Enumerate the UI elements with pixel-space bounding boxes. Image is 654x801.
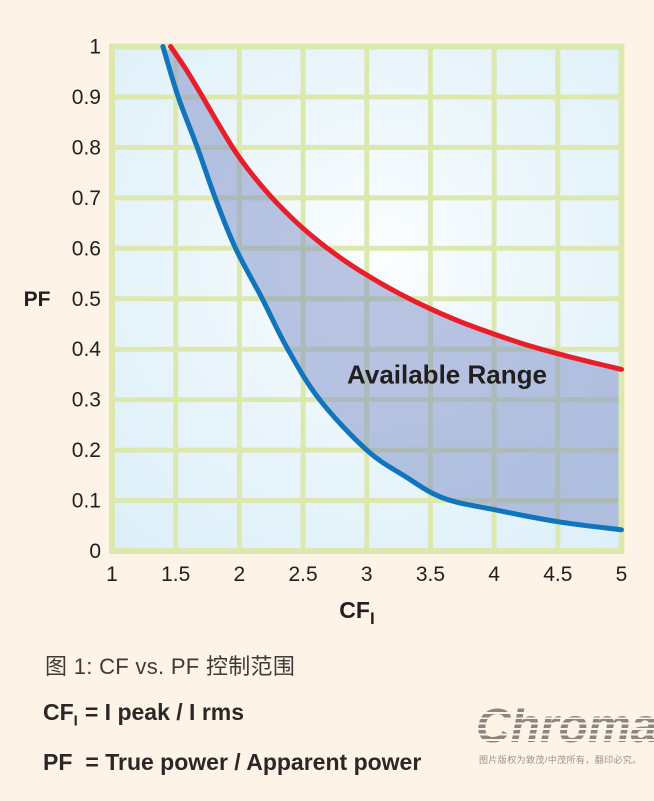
x-axis-label-base: CF: [339, 597, 370, 623]
chroma-logo: Chroma: [476, 703, 654, 751]
available-range-fill: [162, 46, 622, 530]
x-axis-label-subscript: I: [370, 609, 375, 628]
pf-formula: PF = True power / Apparent power: [43, 749, 421, 776]
y-tick-label: 0: [89, 540, 101, 563]
chart-plot-area: 0 0.1 0.2 0.3 0.4 0.5 0.6 0.7 0.8 0.9 1 1 1.5 2 2.5 3 3.…: [72, 36, 628, 587]
y-tick-label: 0.5: [72, 288, 101, 311]
x-tick-label: 5: [616, 563, 628, 586]
x-tick-label: 2.5: [288, 563, 317, 586]
x-axis-label: CFI: [339, 597, 374, 628]
x-tick-label: 2: [234, 563, 246, 586]
plot-border: [109, 43, 625, 554]
x-tick-label: 3: [361, 563, 373, 586]
cf-formula-definition: = I peak / I rms: [84, 699, 245, 725]
x-tick-label: 1: [106, 563, 118, 586]
cf-formula-base: CF: [43, 699, 74, 725]
x-tick-label: 4.5: [543, 563, 572, 586]
y-tick-label: 1: [89, 36, 101, 59]
y-tick-label: 0.8: [72, 136, 101, 159]
x-tick-label: 1.5: [161, 563, 190, 586]
pf-formula-base: PF: [43, 749, 73, 775]
y-tick-label: 0.1: [72, 490, 101, 513]
x-tick-label: 4: [488, 563, 500, 586]
cf-pf-chart: 0 0.1 0.2 0.3 0.4 0.5 0.6 0.7 0.8 0.9 1 1 1.5 2 2.5 3 3.…: [24, 36, 628, 629]
pf-formula-definition: = True power / Apparent power: [85, 749, 422, 775]
chroma-logo-copyright: 图片版权为致茂/中茂所有，翻印必究。: [479, 755, 642, 765]
x-tick-label: 3.5: [416, 563, 445, 586]
y-tick-label: 0.2: [72, 439, 101, 462]
y-tick-label: 0.6: [72, 237, 101, 260]
y-tick-label: 0.3: [72, 389, 101, 412]
figure-caption: 图 1: CF vs. PF 控制范围: [45, 654, 296, 679]
y-tick-label: 0.4: [72, 338, 102, 361]
cf-formula: CFI = I peak / I rms: [43, 699, 244, 730]
cf-formula-subscript: I: [73, 712, 78, 730]
y-tick-label: 0.7: [72, 187, 101, 210]
curve-upper-limit: [168, 44, 624, 372]
y-axis-label: PF: [24, 288, 51, 311]
available-range-annotation: Available Range: [347, 359, 547, 389]
curve-lower-limit: [160, 44, 624, 533]
y-tick-label: 0.9: [72, 86, 101, 109]
